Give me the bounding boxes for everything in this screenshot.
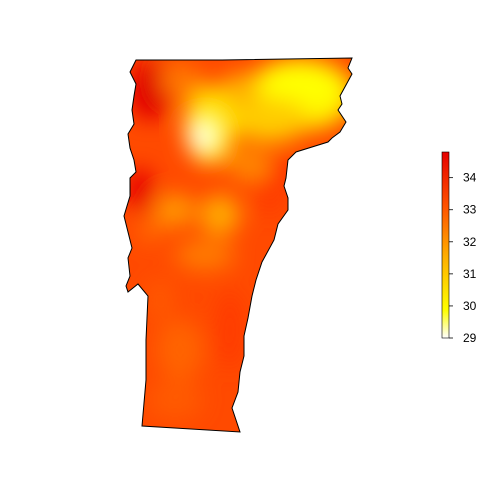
legend-tick-label: 31 [463, 267, 477, 281]
legend-colorbar [441, 151, 450, 339]
legend-tick-label: 32 [463, 235, 477, 249]
legend-ticks: 34 33 32 31 30 29 [449, 171, 477, 345]
legend-tick-label: 33 [463, 203, 477, 217]
legend-tick-label: 34 [463, 171, 477, 185]
legend-tick-label: 30 [463, 299, 477, 313]
state-outline [123, 57, 353, 433]
color-legend: 34 33 32 31 30 29 [441, 151, 477, 345]
legend-tick-label: 29 [463, 331, 477, 345]
vermont-map [123, 57, 353, 433]
heat-field [126, 59, 352, 420]
